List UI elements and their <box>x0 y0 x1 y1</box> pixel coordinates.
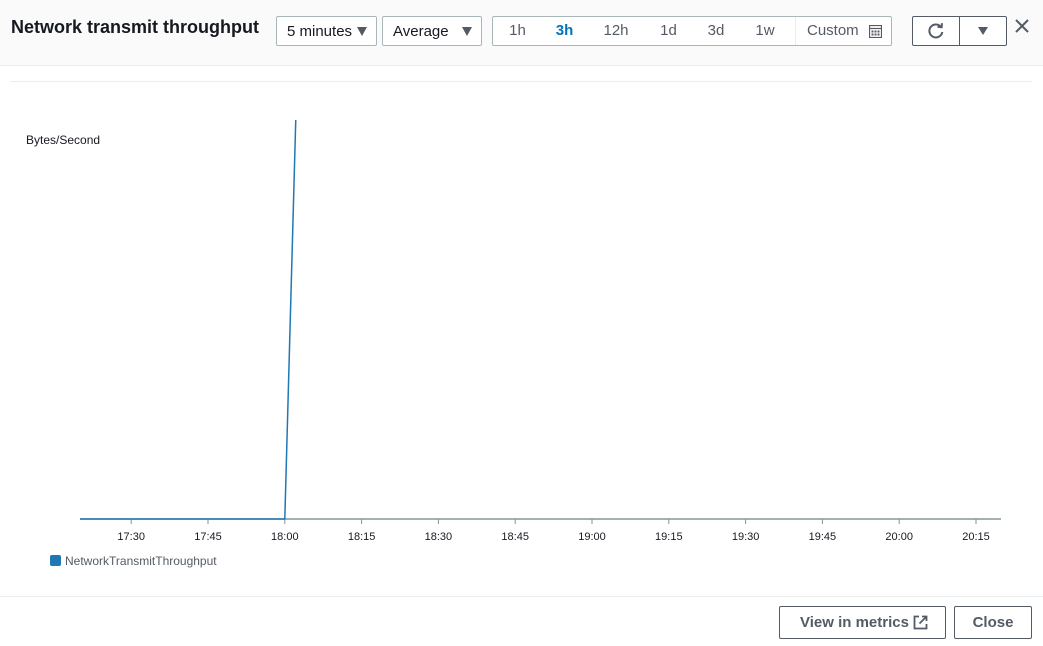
modal-header: Network transmit throughput 5 minutes Av… <box>0 0 1043 66</box>
x-tick-label: 20:15 <box>962 531 990 543</box>
calendar-icon <box>869 25 882 38</box>
period-select[interactable]: 5 minutes <box>276 16 377 46</box>
range-option-1d[interactable]: 1d <box>660 22 677 39</box>
throughput-line-chart: Bytes/Second50,000100,000150,000200,0002… <box>26 120 1001 568</box>
close-icon[interactable] <box>1013 17 1031 35</box>
modal-footer: View in metrics Close <box>0 596 1043 646</box>
range-option-3h[interactable]: 3h <box>555 22 574 39</box>
view-in-metrics-label: View in metrics <box>800 614 909 631</box>
x-tick-label: 18:45 <box>501 531 529 543</box>
period-select-value: 5 minutes <box>287 22 353 40</box>
refresh-icon <box>928 23 944 39</box>
caret-down-icon <box>978 27 988 35</box>
refresh-options-dropdown[interactable] <box>960 17 1006 45</box>
external-link-icon <box>913 615 928 630</box>
statistic-select[interactable]: Average <box>382 16 482 46</box>
close-button[interactable]: Close <box>954 606 1032 639</box>
x-tick-label: 17:30 <box>117 531 145 543</box>
caret-down-icon <box>462 27 472 36</box>
x-tick-label: 19:45 <box>809 531 837 543</box>
view-in-metrics-button[interactable]: View in metrics <box>779 606 946 639</box>
series-line <box>80 120 297 520</box>
caret-down-icon <box>357 27 367 36</box>
legend-swatch <box>50 555 61 566</box>
time-range-selector: 1h 3h 12h 1d 3d 1w Custom <box>492 16 892 46</box>
x-tick-label: 19:00 <box>578 531 606 543</box>
x-tick-label: 18:30 <box>425 531 453 543</box>
range-option-3d[interactable]: 3d <box>707 22 725 39</box>
x-tick-label: 19:30 <box>732 531 760 543</box>
refresh-button-group <box>912 16 1007 46</box>
y-axis-label: Bytes/Second <box>26 133 100 147</box>
range-option-1w[interactable]: 1w <box>755 22 775 39</box>
x-tick-label: 17:45 <box>194 531 222 543</box>
range-option-12h[interactable]: 12h <box>603 22 629 39</box>
custom-range-button[interactable]: Custom <box>795 17 891 45</box>
legend-label: NetworkTransmitThroughput <box>65 554 217 568</box>
range-option-1h[interactable]: 1h <box>509 22 526 39</box>
page-title: Network transmit throughput <box>11 17 259 37</box>
x-tick-label: 18:15 <box>348 531 376 543</box>
custom-range-label: Custom <box>807 22 859 39</box>
x-tick-label: 20:00 <box>885 531 913 543</box>
divider <box>10 81 1032 82</box>
statistic-select-value: Average <box>393 22 449 40</box>
x-tick-label: 19:15 <box>655 531 683 543</box>
x-tick-label: 18:00 <box>271 531 299 543</box>
refresh-button[interactable] <box>913 17 960 45</box>
